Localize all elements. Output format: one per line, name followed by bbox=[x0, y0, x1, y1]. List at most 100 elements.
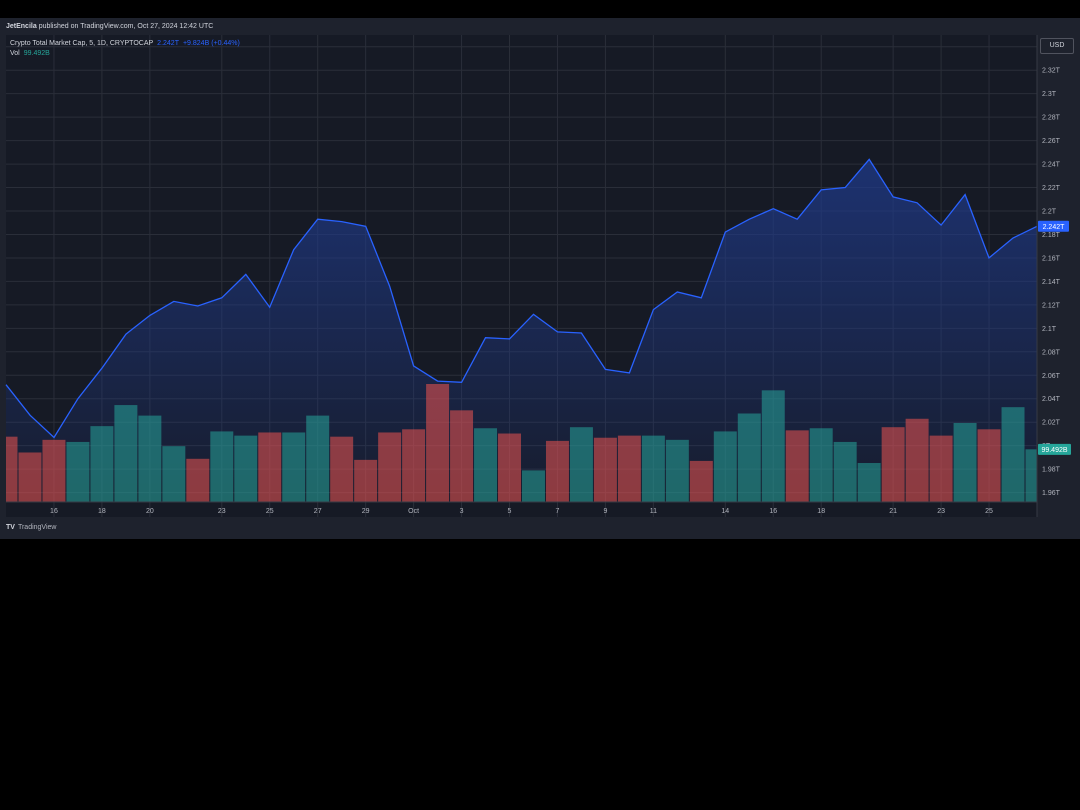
y-tick-label: 2.1T bbox=[1042, 326, 1057, 333]
y-tick-label: 2.12T bbox=[1042, 302, 1061, 309]
x-tick-label: 18 bbox=[817, 508, 825, 515]
legend: Crypto Total Market Cap, 5, 1D, CRYPTOCA… bbox=[10, 39, 240, 59]
currency-button[interactable]: USD bbox=[1040, 38, 1074, 54]
volume-bar[interactable] bbox=[426, 384, 450, 502]
legend-symbol[interactable]: Crypto Total Market Cap, 5, 1D, CRYPTOCA… bbox=[10, 40, 154, 47]
volume-bar[interactable] bbox=[498, 433, 521, 502]
publisher-name[interactable]: JetEncila bbox=[6, 23, 37, 30]
legend-volume-row: Vol 99.492B bbox=[10, 49, 240, 59]
volume-bar[interactable] bbox=[114, 405, 138, 502]
volume-bar[interactable] bbox=[330, 436, 354, 502]
volume-bar[interactable] bbox=[641, 435, 665, 502]
legend-change: +9.824B (+0.44%) bbox=[182, 40, 240, 47]
publish-info: published on TradingView.com, Oct 27, 20… bbox=[36, 23, 214, 30]
chart-frame: JetEncila published on TradingView.com, … bbox=[0, 18, 1080, 539]
volume-bar[interactable] bbox=[138, 415, 162, 502]
y-tick-label: 1.96T bbox=[1042, 490, 1061, 497]
y-tick-label: 1.98T bbox=[1042, 467, 1061, 474]
legend-price: 2.242T bbox=[157, 40, 179, 47]
footer-brand[interactable]: TradingView bbox=[17, 524, 57, 531]
current-price-tag bbox=[1038, 220, 1069, 232]
current-volume-label: 99.492B bbox=[1041, 447, 1067, 454]
volume-bar[interactable] bbox=[450, 410, 474, 502]
volume-bar[interactable] bbox=[90, 426, 114, 502]
x-tick-label: 5 bbox=[508, 508, 512, 515]
volume-bar[interactable] bbox=[833, 441, 857, 502]
volume-bar[interactable] bbox=[881, 427, 905, 502]
volume-bar[interactable] bbox=[977, 429, 1001, 502]
footer-branding: TV TradingView bbox=[6, 523, 56, 533]
y-tick-label: 2.2T bbox=[1042, 209, 1057, 216]
x-tick-label: 16 bbox=[769, 508, 777, 515]
volume-bar[interactable] bbox=[857, 463, 881, 502]
legend-vol-label[interactable]: Vol bbox=[10, 50, 20, 57]
x-tick-label: 18 bbox=[98, 508, 106, 515]
x-tick-label: 23 bbox=[218, 508, 226, 515]
x-tick-label: 16 bbox=[50, 508, 58, 515]
y-tick-label: 2.02T bbox=[1042, 420, 1061, 427]
x-tick-label: 14 bbox=[721, 508, 729, 515]
y-tick-label: 2.06T bbox=[1042, 373, 1061, 380]
x-tick-label: 7 bbox=[556, 508, 560, 515]
volume-bar[interactable] bbox=[18, 452, 42, 502]
volume-bar[interactable] bbox=[785, 430, 809, 502]
volume-bar[interactable] bbox=[162, 446, 186, 502]
volume-bar[interactable] bbox=[737, 413, 761, 503]
chart-svg[interactable]: 2.34T2.32T2.3T2.28T2.26T2.24T2.22T2.2T2.… bbox=[0, 18, 1080, 539]
x-tick-label: 9 bbox=[603, 508, 607, 515]
y-tick-label: 2.08T bbox=[1042, 349, 1061, 356]
publish-bar: JetEncila published on TradingView.com, … bbox=[0, 18, 1080, 35]
y-tick-label: 2.26T bbox=[1042, 138, 1061, 145]
volume-bar[interactable] bbox=[306, 415, 330, 502]
x-tick-label: 27 bbox=[314, 508, 322, 515]
y-tick-label: 2.18T bbox=[1042, 232, 1061, 239]
y-tick-label: 2.24T bbox=[1042, 162, 1061, 169]
price-line[interactable] bbox=[5, 158, 1038, 439]
volume-bar[interactable] bbox=[593, 437, 617, 502]
volume-bar[interactable] bbox=[6, 436, 18, 502]
volume-bar[interactable] bbox=[354, 459, 378, 502]
current-volume-tag bbox=[1038, 443, 1071, 455]
x-tick-label: 25 bbox=[266, 508, 274, 515]
volume-bar[interactable] bbox=[282, 432, 306, 502]
volume-bar[interactable] bbox=[42, 439, 66, 502]
y-tick-label: 2.22T bbox=[1042, 185, 1061, 192]
volume-bar[interactable] bbox=[905, 418, 929, 502]
volume-bar[interactable] bbox=[545, 440, 569, 502]
legend-main-row: Crypto Total Market Cap, 5, 1D, CRYPTOCA… bbox=[10, 39, 240, 49]
volume-bar[interactable] bbox=[929, 435, 953, 502]
y-tick-label: 2.04T bbox=[1042, 396, 1061, 403]
x-tick-label: 29 bbox=[362, 508, 370, 515]
y-tick-label: 2.28T bbox=[1042, 115, 1061, 122]
volume-bar[interactable] bbox=[402, 429, 426, 502]
x-tick-label: Oct bbox=[408, 508, 419, 515]
volume-bar[interactable] bbox=[665, 439, 689, 502]
volume-bar[interactable] bbox=[617, 435, 641, 502]
volume-bar[interactable] bbox=[1025, 449, 1037, 502]
x-tick-label: 20 bbox=[146, 508, 154, 515]
volume-bar[interactable] bbox=[522, 470, 545, 502]
volume-bar[interactable] bbox=[474, 428, 498, 502]
y-tick-label: 2.3T bbox=[1042, 91, 1057, 98]
volume-bar[interactable] bbox=[378, 432, 402, 502]
legend-vol-value: 99.492B bbox=[23, 50, 50, 57]
volume-bar[interactable] bbox=[234, 435, 258, 502]
volume-bar[interactable] bbox=[210, 431, 234, 502]
volume-bar[interactable] bbox=[258, 432, 282, 502]
x-tick-label: 3 bbox=[460, 508, 464, 515]
volume-bar[interactable] bbox=[569, 427, 593, 502]
volume-bar[interactable] bbox=[809, 428, 833, 502]
volume-bar[interactable] bbox=[66, 441, 90, 502]
volume-bar[interactable] bbox=[186, 458, 210, 502]
x-tick-label: 21 bbox=[889, 508, 897, 515]
y-tick-label: 2.16T bbox=[1042, 255, 1061, 262]
y-tick-label: 2.14T bbox=[1042, 279, 1061, 286]
volume-bar[interactable] bbox=[953, 422, 977, 502]
volume-bar[interactable] bbox=[1001, 407, 1025, 502]
volume-bar[interactable] bbox=[761, 390, 785, 502]
volume-bar[interactable] bbox=[689, 460, 713, 502]
x-tick-label: 25 bbox=[985, 508, 993, 515]
x-tick-label: 23 bbox=[937, 508, 945, 515]
volume-bar[interactable] bbox=[713, 431, 737, 502]
x-tick-label: 11 bbox=[650, 508, 657, 515]
